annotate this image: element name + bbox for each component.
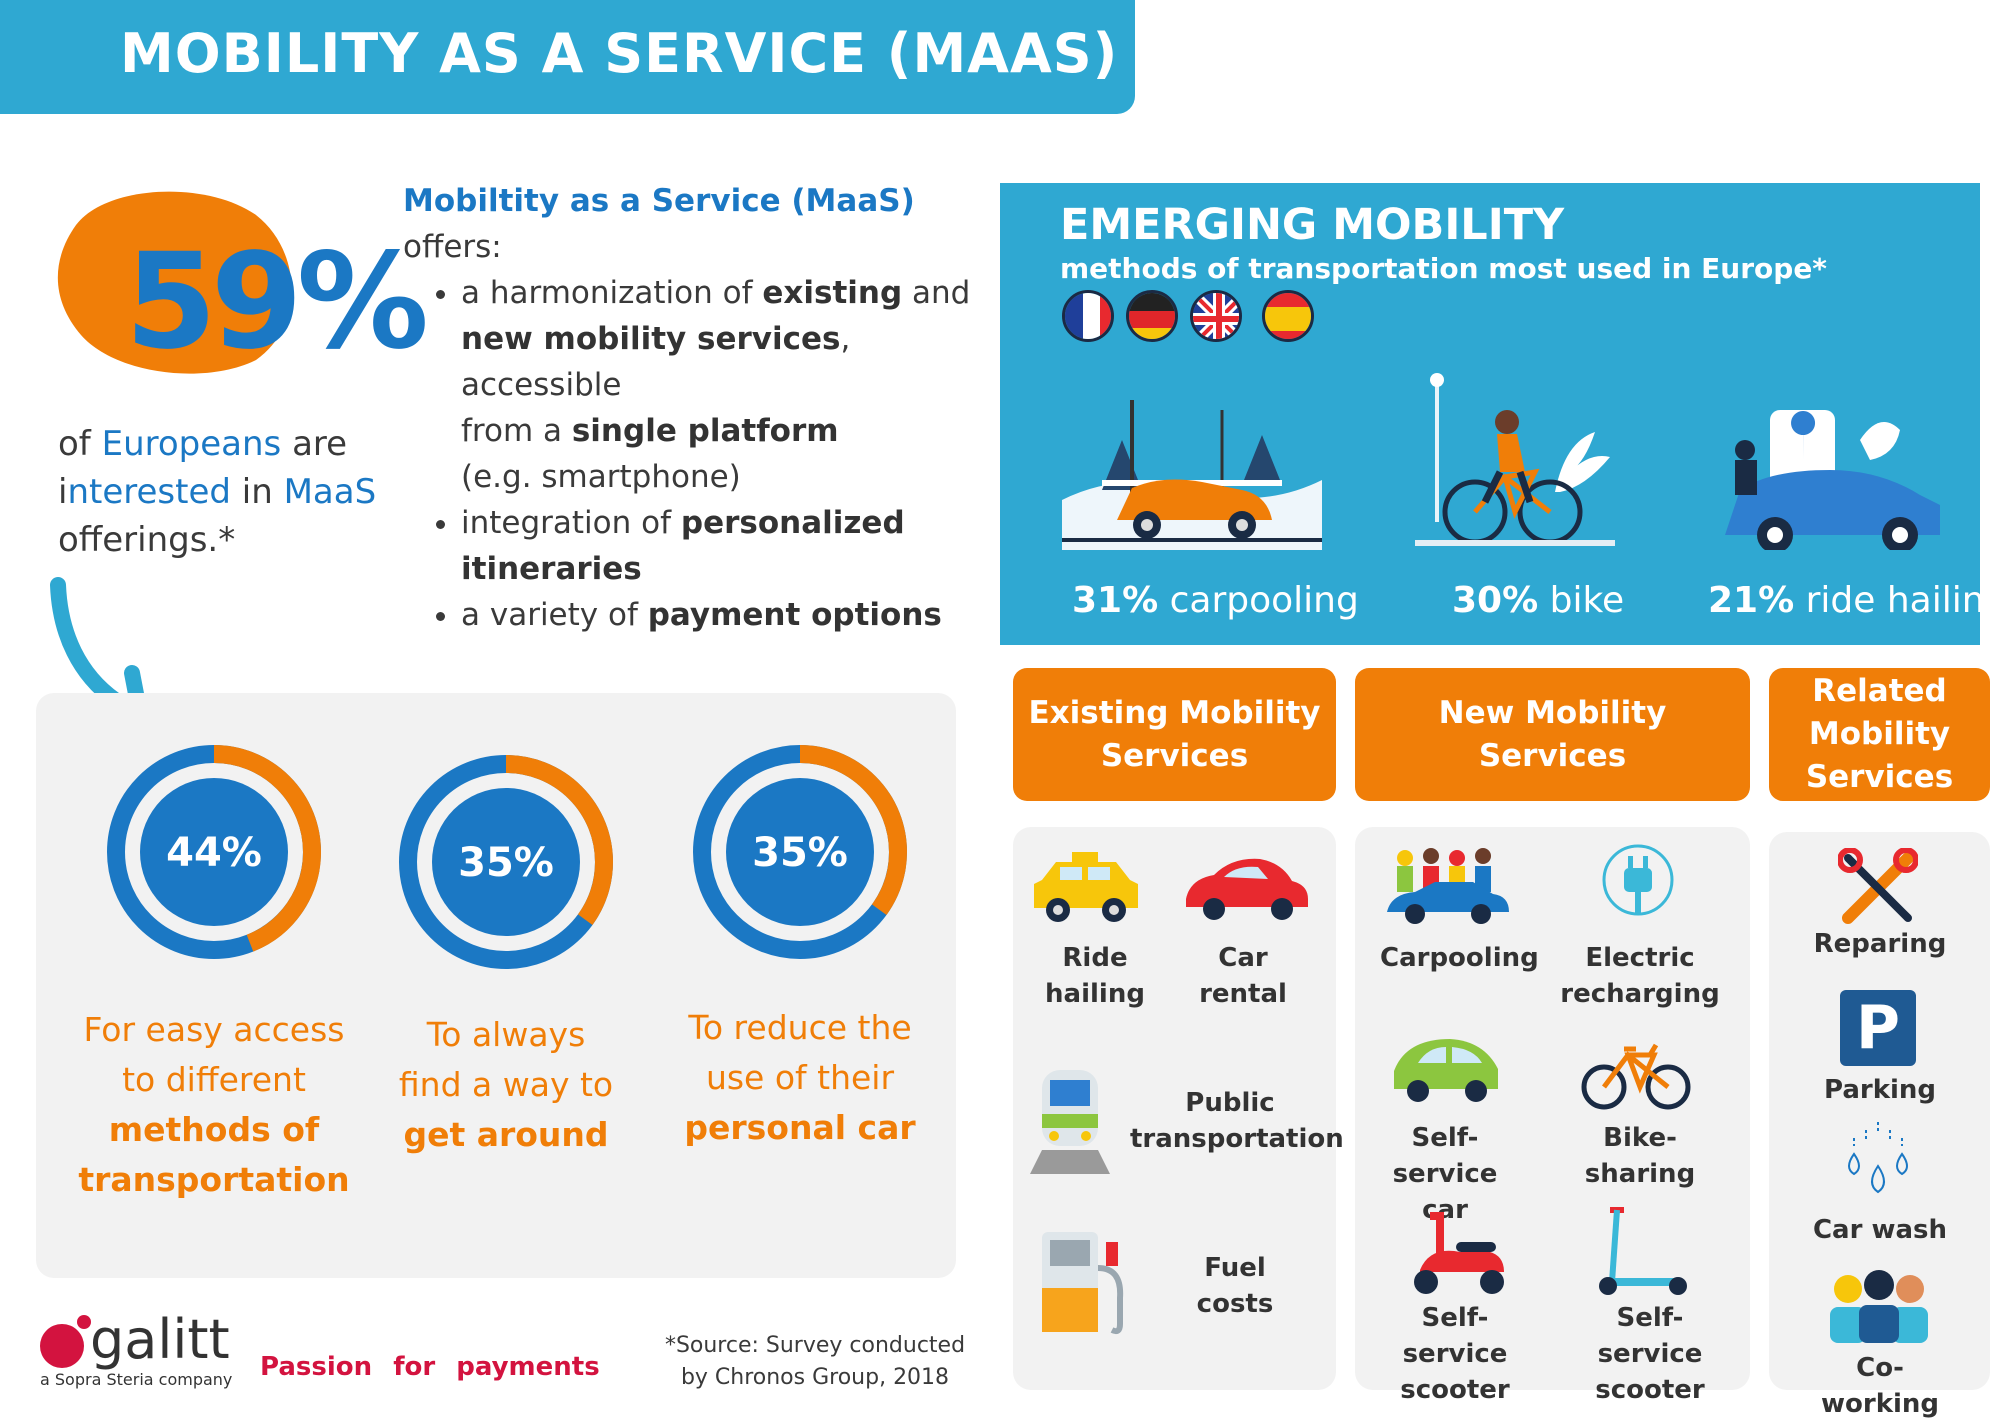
- emerging-subtitle: methods of transportation most used in E…: [1060, 252, 1827, 285]
- stat-ride-hailing: 21% ride hailing: [1708, 580, 2000, 621]
- scooter-icon: [1414, 1212, 1504, 1294]
- related-services-header: Related Mobility Services: [1769, 668, 1990, 801]
- header-bar: [0, 0, 1135, 114]
- galitt-subtitle: a Sopra Steria company: [40, 1370, 233, 1389]
- kick-scooter-icon: [1599, 1207, 1687, 1295]
- new-services-header: New Mobility Services: [1355, 668, 1750, 801]
- ring-progress: [399, 755, 613, 969]
- train-icon: [1030, 1070, 1110, 1174]
- carpooling-icon: [1387, 848, 1509, 924]
- electric-recharging-label: Electric recharging: [1560, 943, 1720, 1009]
- repair-tools-icon: [1838, 848, 1918, 924]
- source-note: *Source: Survey conducted by Chronos Gro…: [664, 1333, 966, 1390]
- stat-carpooling: 31% carpooling: [1072, 580, 1359, 621]
- emerging-title: EMERGING MOBILITY: [1060, 200, 1565, 250]
- reason-text-3: To reduce the use of their personal car: [684, 1008, 916, 1147]
- reason-ring-1: 44%: [107, 745, 321, 959]
- taxi-icon: [1034, 852, 1138, 922]
- existing-services-header: Existing Mobility Services: [1013, 668, 1336, 801]
- ride-hailing-label: Ride hailing: [1045, 943, 1145, 1009]
- ring-percent-label: 44%: [166, 830, 262, 876]
- orange-blob: [57, 191, 292, 374]
- uk-flag-icon: [1190, 290, 1242, 342]
- headline-percent: 59%: [125, 225, 429, 379]
- maas-bullet-1: a harmonization of existing and new mobi…: [461, 270, 983, 500]
- reason-text-1: For easy access to different methods of tr…: [78, 1010, 350, 1199]
- ring-center: [140, 778, 288, 926]
- france-flag-icon: [1062, 290, 1114, 342]
- parking-label: Parking: [1823, 1075, 1937, 1105]
- intro-text: of Europeans are interested in MaaS offe…: [58, 424, 377, 560]
- reason-text-2: To always find a way to get around: [398, 1015, 614, 1154]
- fuel-costs-label: Fuel costs: [1196, 1253, 1274, 1319]
- ride-hailing-illustration: [1725, 410, 1940, 550]
- public-transport-label: Public transportation: [1130, 1088, 1344, 1154]
- reason-ring-3: 35%: [693, 745, 907, 959]
- parking-icon: P: [1840, 990, 1916, 1066]
- self-service-kick-scooter-label: Self-service scooter: [1595, 1303, 1705, 1405]
- maas-bullet-3: a variety of payment options: [461, 592, 983, 638]
- bike-illustration: [1415, 373, 1615, 546]
- ring-center: [432, 788, 580, 936]
- ring-center: [726, 778, 874, 926]
- carpooling-illustration: [1062, 380, 1322, 550]
- ring-percent-label: 35%: [752, 830, 848, 876]
- stat-bike: 30% bike: [1452, 580, 1625, 621]
- fuel-pump-icon: [1042, 1232, 1124, 1335]
- car-rental-label: Car rental: [1199, 943, 1287, 1009]
- ring-progress: [107, 745, 321, 959]
- reason-ring-2: 35%: [399, 755, 613, 969]
- bike-sharing-label: Bike-sharing: [1584, 1123, 1696, 1189]
- page-title: MOBILITY AS A SERVICE (MAAS): [120, 22, 1119, 85]
- rental-car-icon: [1186, 858, 1308, 920]
- coworking-icon: [1830, 1270, 1928, 1343]
- coworking-label: Co-working: [1820, 1353, 1940, 1419]
- ring-progress: [693, 745, 907, 959]
- carpooling-label: Carpooling: [1380, 943, 1539, 973]
- self-service-car-label: Self-service car: [1392, 1123, 1498, 1225]
- self-service-scooter-label: Self-service scooter: [1400, 1303, 1510, 1405]
- bike-sharing-icon: [1581, 1043, 1691, 1110]
- ring-percent-label: 35%: [458, 840, 554, 886]
- spain-flag-icon: [1262, 290, 1314, 342]
- car-wash-label: Car wash: [1812, 1215, 1948, 1245]
- repairing-label: Reparing: [1813, 929, 1947, 959]
- electric-plug-icon: [1602, 844, 1674, 916]
- car-wash-icon: [1848, 1122, 1908, 1194]
- galitt-logo-icon: [40, 1315, 91, 1368]
- germany-flag-icon: [1126, 290, 1178, 342]
- maas-title: Mobiltity as a Service (MaaS): [403, 183, 915, 219]
- maas-description: Mobiltity as a Service (MaaS) offers: a …: [403, 178, 983, 638]
- galitt-logo-text: galitt: [90, 1308, 230, 1371]
- tagline: Passion for payments: [260, 1352, 600, 1382]
- self-service-car-icon: [1394, 1039, 1498, 1102]
